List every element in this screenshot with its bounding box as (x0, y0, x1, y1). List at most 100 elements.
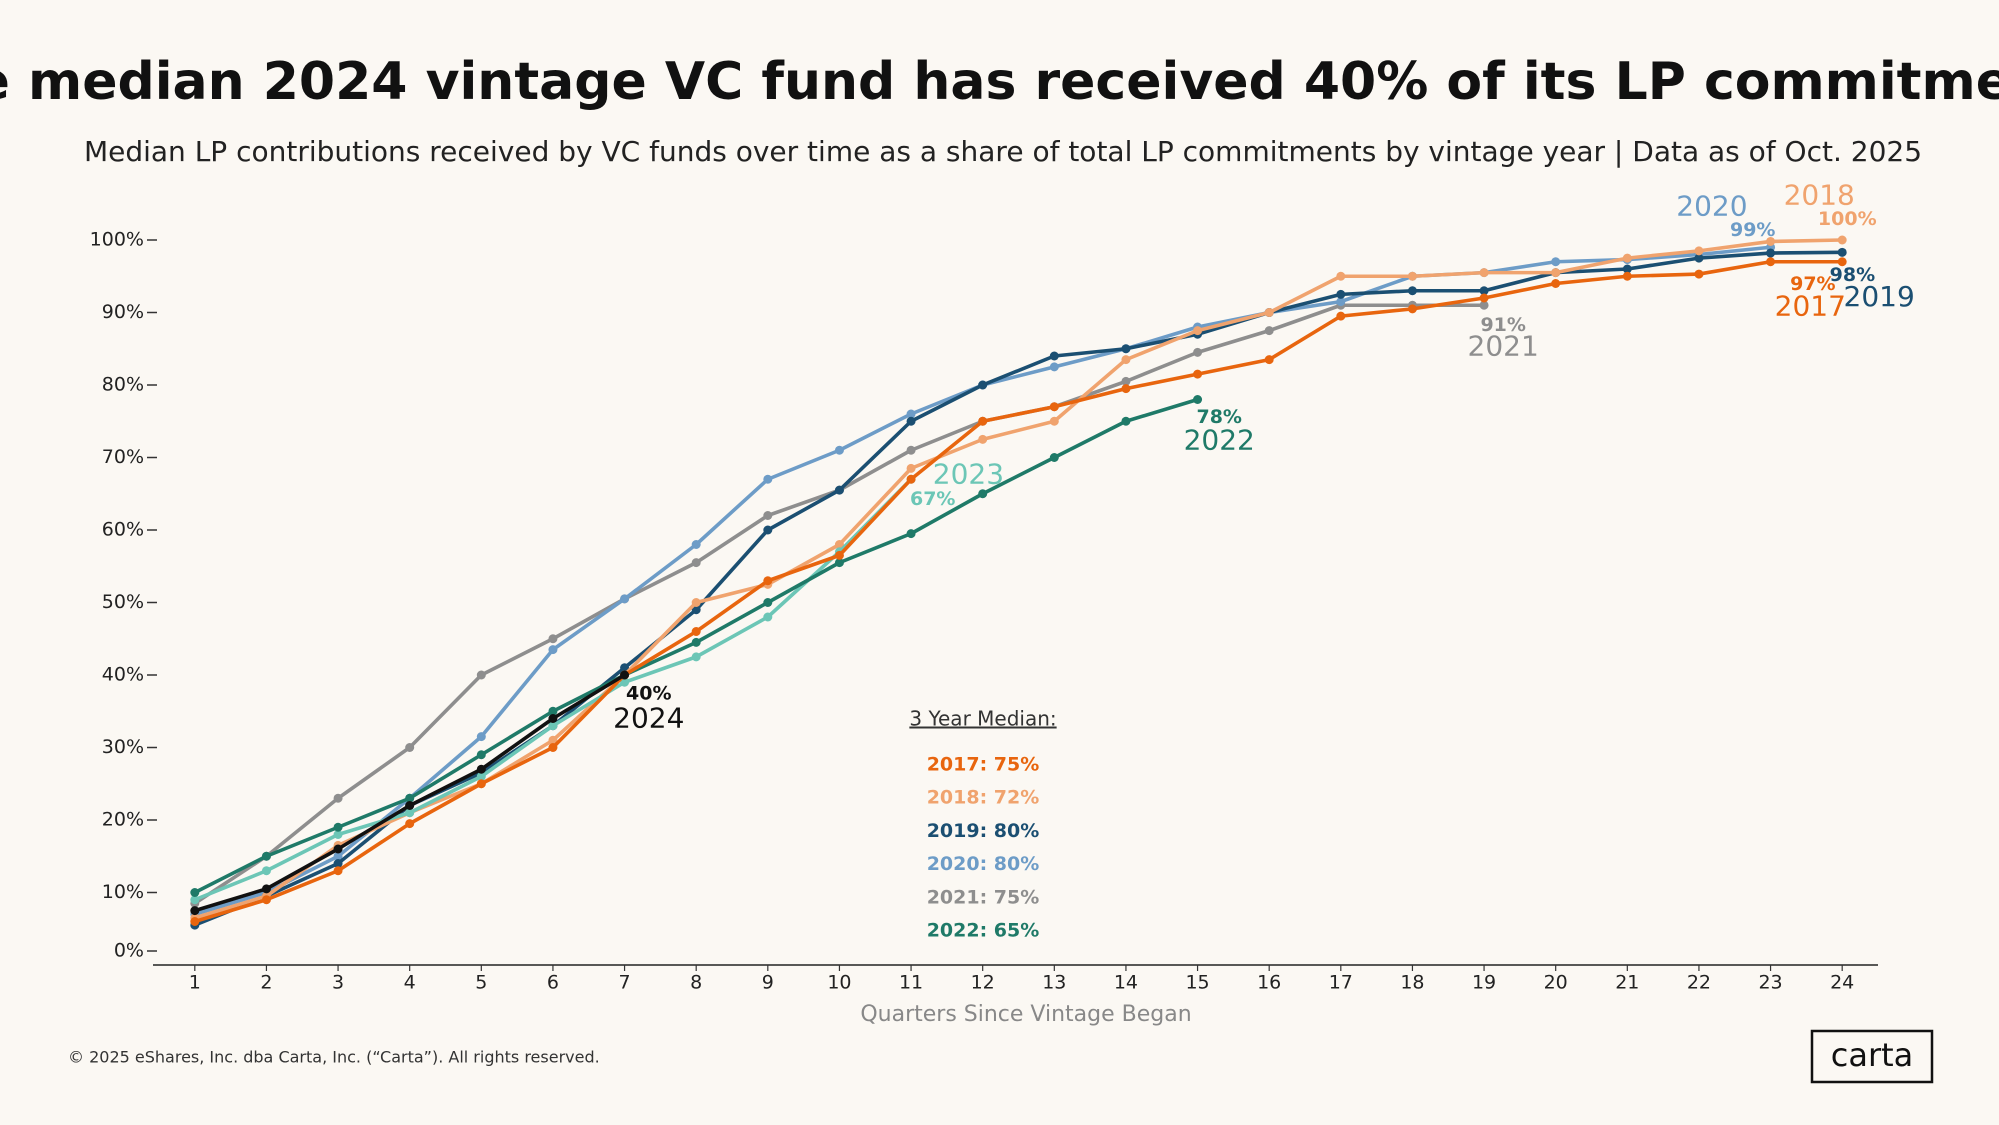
series-end-label: 78% (1196, 406, 1241, 428)
series-point (261, 884, 271, 894)
series-point (906, 463, 916, 473)
series-point (691, 605, 701, 615)
series-point (548, 645, 558, 655)
series-point (1479, 300, 1489, 310)
series-point (548, 706, 558, 716)
series-point (190, 917, 200, 926)
series-point (1193, 326, 1203, 336)
series-point (548, 735, 558, 745)
series-point (978, 434, 988, 444)
series-point (978, 380, 988, 390)
series-end-label: 99% (1730, 219, 1775, 241)
x-tick-label: 6 (547, 972, 559, 994)
x-tick-label: 10 (827, 972, 851, 994)
series-point (548, 634, 558, 644)
x-tick-label: 20 (1544, 972, 1568, 994)
series-point (691, 652, 701, 662)
median-panel-title: 3 Year Median: (909, 707, 1056, 731)
y-tick-label: 0% (114, 940, 144, 962)
series-point (333, 793, 343, 803)
x-tick-label: 13 (1042, 972, 1066, 994)
series-point (1551, 279, 1561, 288)
series-point (1622, 253, 1632, 263)
series-point (1622, 264, 1632, 274)
series-end-label: 40% (626, 683, 671, 705)
series-point (333, 830, 343, 839)
series-point (763, 576, 773, 586)
series-point (1551, 268, 1561, 278)
y-tick-label: 20% (102, 809, 144, 831)
series-point (906, 445, 916, 455)
series-point (763, 474, 773, 484)
series-point (1766, 236, 1776, 246)
series-name-label: 2018 (1784, 179, 1855, 212)
series-point (1837, 257, 1847, 267)
series-point (1694, 253, 1704, 263)
series-point (620, 670, 630, 680)
series-point (333, 859, 343, 868)
series-point (261, 895, 271, 905)
chart-title: The median 2024 vintage VC fund has rece… (0, 52, 1999, 112)
series-point (691, 558, 701, 568)
series-point (691, 540, 701, 549)
series-point (763, 511, 773, 520)
series-point (1049, 453, 1059, 462)
y-tick-label: 80% (102, 374, 144, 396)
series-point (476, 772, 486, 781)
y-tick-label: 60% (102, 519, 144, 541)
series-point (1479, 268, 1489, 278)
series-point (1193, 395, 1203, 404)
series-point (763, 598, 773, 607)
series-point (1766, 248, 1776, 258)
series-name-label: 2019 (1844, 280, 1915, 313)
chart-subtitle: Median LP contributions received by VC f… (84, 135, 1922, 168)
series-point (1407, 286, 1417, 296)
footer: © 2025 eShares, Inc. dba Carta, Inc. (“C… (68, 1048, 600, 1067)
series-point (1264, 308, 1274, 317)
series-point (1121, 355, 1131, 365)
series-point (1264, 355, 1274, 365)
series-point (333, 866, 343, 876)
series-point (548, 743, 558, 752)
median-panel-item: 2018: 72% (927, 787, 1040, 809)
x-tick-label: 12 (971, 972, 995, 994)
series-point (333, 822, 343, 832)
series-end-label: 97% (1790, 273, 1835, 295)
series-name-label: 2017 (1775, 290, 1846, 323)
series-point (333, 844, 343, 854)
series-point (834, 445, 844, 455)
series-point (190, 895, 200, 905)
series-point (190, 888, 200, 897)
series-point (691, 598, 701, 607)
median-panel-item: 2021: 75% (927, 886, 1040, 908)
series-name-label: 2023 (933, 457, 1004, 490)
series-point (548, 714, 558, 723)
series-point (1049, 351, 1059, 361)
series-name-label: 2020 (1676, 190, 1747, 223)
series-point (1479, 293, 1489, 303)
series-point (1766, 257, 1776, 267)
series-point (476, 750, 486, 760)
series-point (1551, 257, 1561, 267)
series-point (1049, 362, 1059, 372)
series-point (978, 416, 988, 426)
series-point (1694, 246, 1704, 256)
median-panel-item: 2019: 80% (927, 820, 1040, 842)
series-point (405, 808, 415, 818)
series-point (1121, 416, 1131, 426)
logo: carta (1831, 1036, 1914, 1074)
series-point (405, 801, 415, 810)
series-point (1407, 304, 1417, 314)
series-point (1407, 271, 1417, 281)
y-tick-label: 40% (102, 664, 144, 686)
series-point (1264, 326, 1274, 336)
y-tick-label: 30% (102, 736, 144, 758)
x-tick-label: 7 (619, 972, 631, 994)
x-tick-label: 4 (404, 972, 416, 994)
y-tick-label: 50% (102, 591, 144, 613)
x-tick-label: 19 (1472, 972, 1496, 994)
x-tick-label: 8 (690, 972, 702, 994)
